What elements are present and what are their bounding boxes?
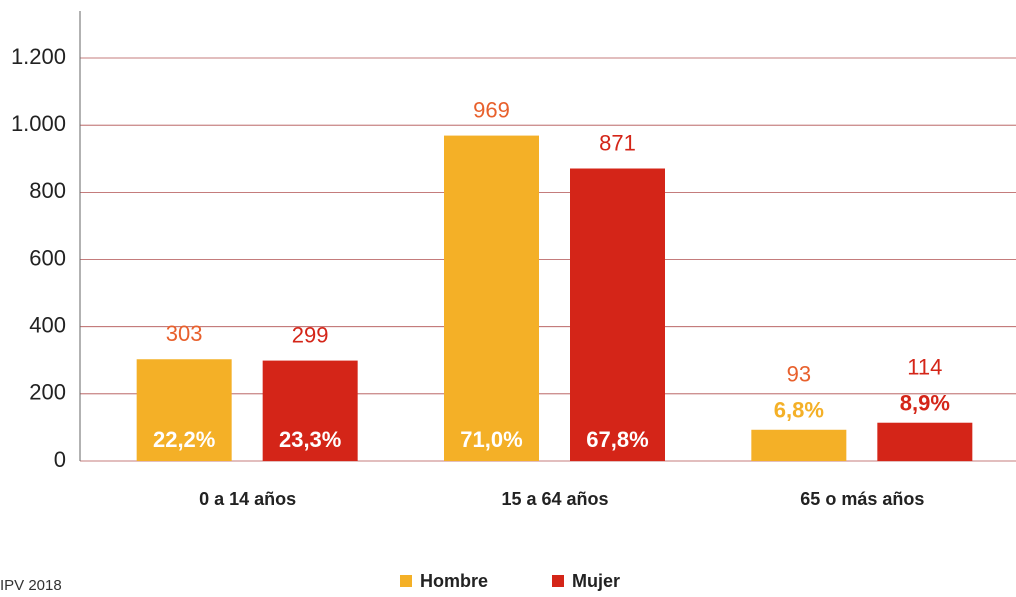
bar [751, 429, 847, 461]
percent-label: 71,0% [460, 427, 522, 452]
percent-label: 6,8% [774, 398, 824, 423]
y-tick-label: 800 [29, 178, 66, 203]
percent-label: 67,8% [586, 427, 648, 452]
legend-label: Hombre [420, 571, 488, 591]
percent-label: 8,9% [900, 391, 950, 416]
percent-label: 22,2% [153, 427, 215, 452]
value-label: 93 [787, 362, 811, 387]
y-tick-label: 400 [29, 312, 66, 337]
legend-swatch [552, 575, 564, 587]
legend-label: Mujer [572, 571, 620, 591]
value-label: 871 [599, 130, 636, 155]
bar [444, 135, 539, 462]
bar [877, 422, 973, 461]
value-label: 303 [166, 321, 203, 346]
value-label: 969 [473, 97, 510, 122]
x-tick-label: 65 o más años [800, 489, 924, 509]
value-label: 299 [292, 322, 329, 347]
bar [136, 359, 232, 461]
value-label: 114 [907, 355, 942, 380]
source: IPV 2018 [0, 577, 62, 594]
bar [262, 360, 358, 461]
bar [570, 168, 665, 461]
legend-swatch [400, 575, 412, 587]
y-tick-label: 600 [29, 245, 66, 270]
y-tick-label: 1.000 [11, 111, 66, 136]
x-tick-label: 15 a 64 años [501, 489, 608, 509]
y-tick-label: 200 [29, 380, 66, 405]
y-tick-label: 0 [54, 447, 66, 472]
y-tick-label: 1.200 [11, 44, 66, 69]
x-tick-label: 0 a 14 años [199, 489, 296, 509]
percent-label: 23,3% [279, 427, 341, 452]
